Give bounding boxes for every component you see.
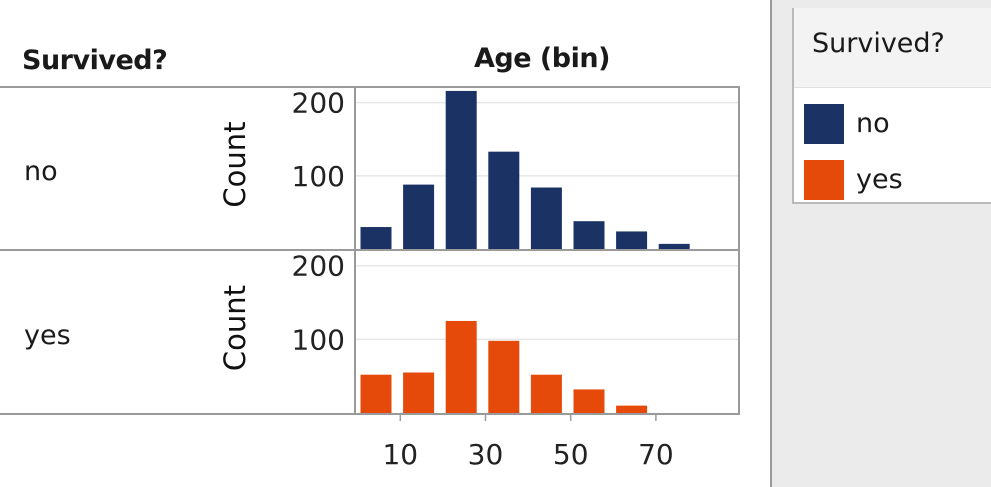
histogram-chart: 100 200 Count 100 200 Count 10 30 50 70 — [218, 87, 738, 471]
legend-label-no: no — [856, 108, 890, 139]
legend-label-yes: yes — [856, 164, 903, 195]
bar-yes-20 — [445, 320, 477, 413]
header-divider — [0, 86, 740, 88]
x-tick-label-70: 70 — [638, 438, 674, 471]
row-label-yes: yes — [24, 320, 71, 351]
x-tick-label-50: 50 — [553, 438, 589, 471]
legend: Survived? no yes — [792, 8, 991, 204]
bar-no-30 — [488, 151, 520, 249]
x-axis: 10 30 50 70 — [382, 414, 674, 471]
y-tick-yes-200: 200 — [292, 250, 345, 283]
bar-yes-50 — [573, 389, 605, 413]
y-tick-yes-100: 100 — [292, 323, 345, 356]
legend-title-bar — [794, 8, 991, 88]
column-header: Age (bin) — [474, 43, 610, 74]
view-right-border — [770, 0, 772, 487]
row-header: Survived? — [22, 45, 168, 76]
bar-no-10 — [403, 184, 435, 249]
bar-yes-40 — [530, 374, 562, 413]
legend-title: Survived? — [812, 28, 945, 59]
bar-no-60 — [616, 231, 648, 249]
y-axis-title-yes: Count — [218, 285, 252, 371]
bar-yes-60 — [616, 405, 648, 413]
pane-yes: 100 200 Count — [218, 250, 738, 413]
bar-no-0 — [360, 227, 392, 249]
bar-yes-30 — [488, 340, 520, 413]
legend-swatch-yes — [804, 160, 844, 200]
x-tick-label-30: 30 — [468, 438, 504, 471]
bar-no-70 — [658, 243, 690, 249]
row-label-no: no — [24, 156, 58, 187]
bottom-divider — [0, 413, 740, 415]
y-tick-no-200: 200 — [292, 87, 345, 120]
bar-no-40 — [530, 187, 562, 249]
pane-no: 100 200 Count — [218, 87, 738, 249]
bar-yes-0 — [360, 374, 392, 413]
pane-right-border — [738, 86, 740, 415]
legend-swatch-no — [804, 104, 844, 144]
row-divider — [0, 249, 740, 251]
y-axis-title-no: Count — [218, 121, 252, 207]
x-tick-label-10: 10 — [382, 438, 418, 471]
bar-yes-10 — [403, 372, 435, 413]
pane-left-border — [354, 86, 356, 415]
bar-no-20 — [445, 90, 477, 249]
bar-no-50 — [573, 221, 605, 249]
y-tick-no-100: 100 — [292, 160, 345, 193]
